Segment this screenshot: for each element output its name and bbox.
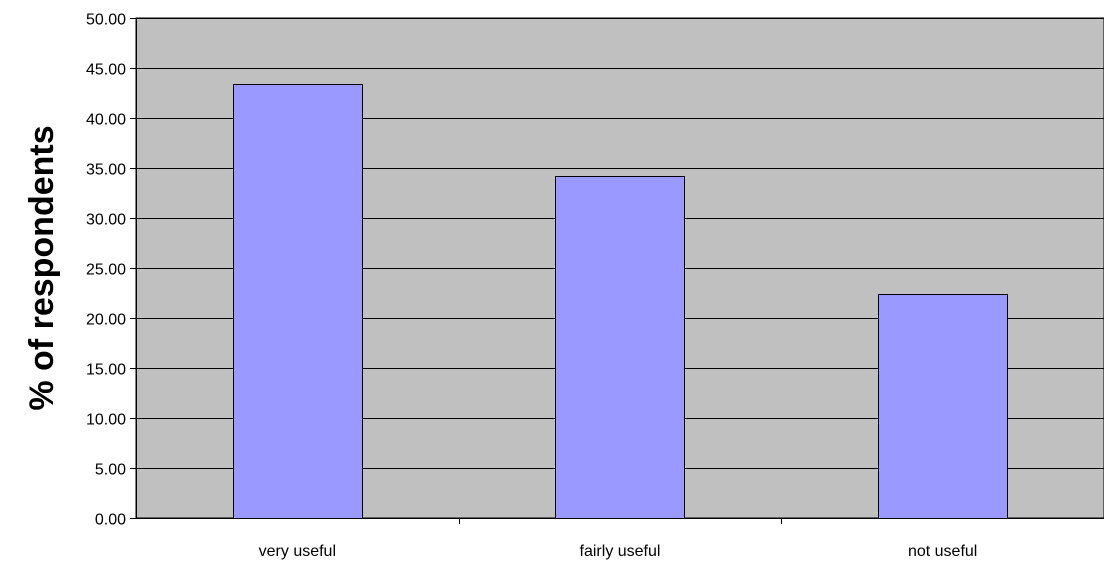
y-tick-label: 30.00 <box>86 212 126 229</box>
bars <box>233 84 1008 519</box>
y-tick-label: 5.00 <box>95 462 126 479</box>
bar-fairly-useful <box>555 176 685 519</box>
y-tick-labels: 0.00 5.00 10.00 15.00 20.00 25.00 30.00 35.00 40… <box>86 12 126 529</box>
bar-very-useful <box>233 84 363 519</box>
y-tick-label: 35.00 <box>86 162 126 179</box>
x-tick-labels: very useful fairly useful not useful <box>259 543 978 560</box>
y-tick-label: 50.00 <box>86 12 126 29</box>
y-tick-label: 45.00 <box>86 62 126 79</box>
y-tick-label: 40.00 <box>86 112 126 129</box>
y-tick-label: 15.00 <box>86 362 126 379</box>
y-tick-label: 20.00 <box>86 312 126 329</box>
x-tick-label: very useful <box>259 543 336 560</box>
axes <box>130 18 1104 524</box>
x-tick-label: not useful <box>908 543 977 560</box>
y-axis-title: % of respondents <box>23 125 61 410</box>
y-tick-label: 0.00 <box>95 512 126 529</box>
y-tick-label: 10.00 <box>86 412 126 429</box>
x-tick-label: fairly useful <box>580 543 661 560</box>
bar-not-useful <box>878 294 1008 519</box>
y-tick-label: 25.00 <box>86 262 126 279</box>
